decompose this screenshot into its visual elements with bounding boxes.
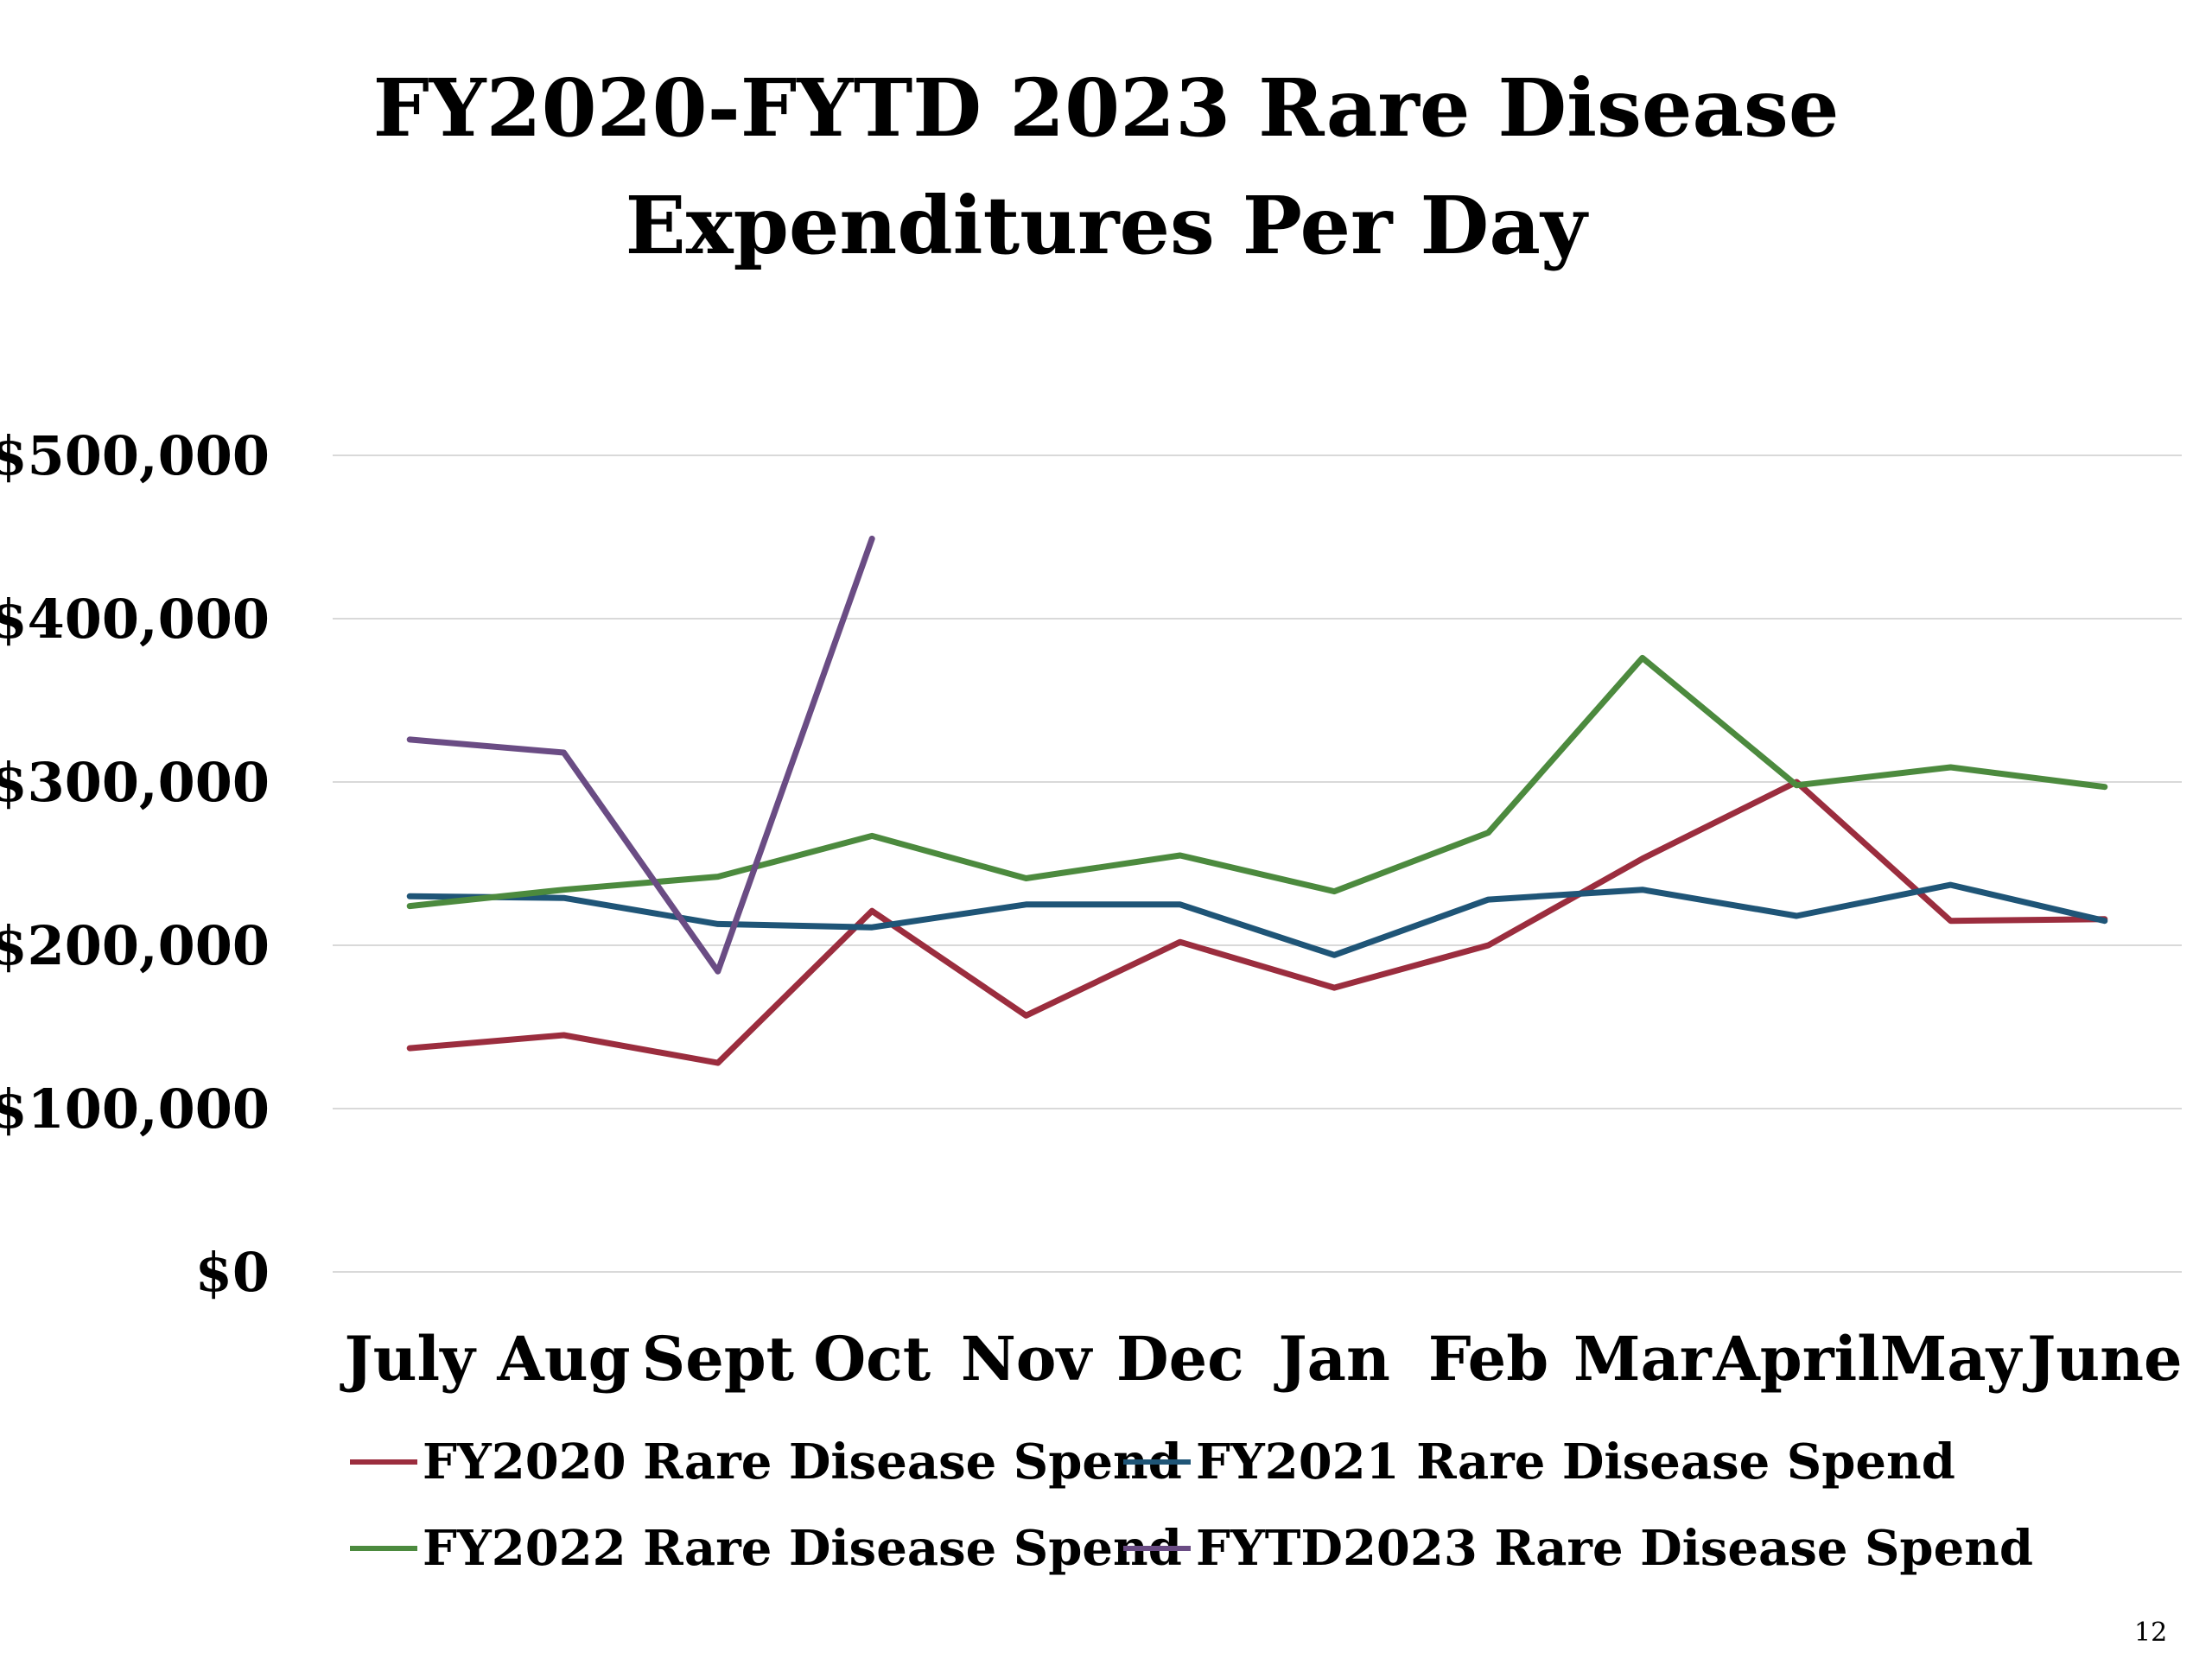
x-tick-label: Sept xyxy=(642,1323,794,1395)
series-line-fy2020-rare-disease-spend xyxy=(406,779,2108,1066)
y-tick-label: $0 xyxy=(195,1241,270,1304)
x-tick-label: Feb xyxy=(1428,1323,1548,1395)
series-line-fytd2023-rare-disease-spend xyxy=(406,535,875,975)
y-tick-label: $500,000 xyxy=(0,424,270,487)
x-tick-label: Oct xyxy=(813,1323,931,1395)
legend-swatch xyxy=(350,1546,417,1551)
y-axis-tick-labels: $0 $100,000 $200,000 $300,000 $400,000 $500,0… xyxy=(0,424,270,1304)
x-tick-label: June xyxy=(2022,1323,2182,1395)
x-axis-tick-labels: July Aug Sept Oct Nov Dec Jan Feb Mar April May Jun… xyxy=(340,1323,2183,1395)
legend-item: FY2022 Rare Disease Spend xyxy=(350,1514,1182,1583)
series-lines xyxy=(406,535,2108,1066)
x-tick-label: May xyxy=(1880,1323,2024,1395)
x-tick-label: Aug xyxy=(496,1323,630,1395)
legend-label: FY2020 Rare Disease Spend xyxy=(423,1433,1182,1491)
gridlines xyxy=(333,454,2182,1273)
chart-title-line-1: FY2020-FYTD 2023 Rare Disease xyxy=(372,61,1840,155)
series-line-fy2022-rare-disease-spend xyxy=(406,654,2108,910)
x-tick-label: Jan xyxy=(1273,1323,1389,1395)
series-line-fy2021-rare-disease-spend xyxy=(406,881,2108,958)
legend-swatch xyxy=(1123,1459,1191,1465)
chart-title-line-2: Expenditures Per Day xyxy=(625,179,1587,272)
x-tick-label: July xyxy=(340,1323,478,1395)
y-tick-label: $300,000 xyxy=(0,751,270,814)
y-tick-label: $100,000 xyxy=(0,1077,270,1141)
legend-swatch xyxy=(350,1459,417,1465)
legend-item: FYTD2023 Rare Disease Spend xyxy=(1123,1514,2033,1583)
legend-item: FY2020 Rare Disease Spend xyxy=(350,1427,1182,1497)
x-tick-label: Mar xyxy=(1573,1323,1713,1395)
x-tick-label: Nov xyxy=(961,1323,1094,1395)
page-number: 12 xyxy=(2134,1618,2168,1648)
legend-label: FY2021 Rare Disease Spend xyxy=(1196,1433,1955,1491)
legend-label: FYTD2023 Rare Disease Spend xyxy=(1196,1520,2034,1577)
x-tick-label: Dec xyxy=(1116,1323,1244,1395)
legend-item: FY2021 Rare Disease Spend xyxy=(1123,1427,1955,1497)
y-tick-label: $400,000 xyxy=(0,588,270,651)
x-tick-label: April xyxy=(1713,1323,1880,1395)
legend-label: FY2022 Rare Disease Spend xyxy=(423,1520,1182,1577)
y-tick-label: $200,000 xyxy=(0,914,270,977)
legend-swatch xyxy=(1123,1546,1191,1551)
